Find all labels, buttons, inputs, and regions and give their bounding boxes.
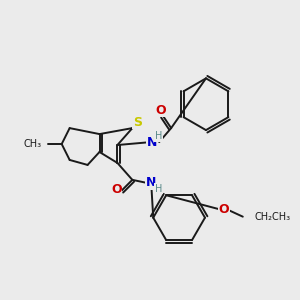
- Text: O: O: [155, 104, 166, 117]
- Text: O: O: [219, 203, 229, 216]
- Text: N: N: [146, 176, 156, 189]
- Text: S: S: [133, 116, 142, 129]
- Text: N: N: [147, 136, 158, 148]
- Text: H: H: [154, 131, 162, 141]
- Text: H: H: [154, 184, 162, 194]
- Text: CH₂CH₃: CH₂CH₃: [255, 212, 291, 222]
- Text: O: O: [111, 183, 122, 196]
- Text: CH₃: CH₃: [24, 139, 42, 149]
